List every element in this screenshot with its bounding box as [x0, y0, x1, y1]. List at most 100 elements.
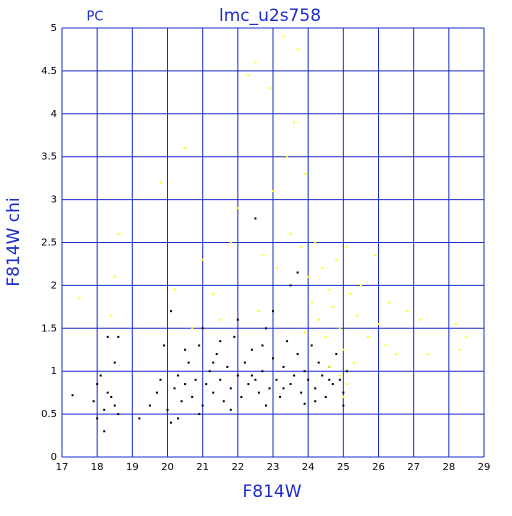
point: [229, 408, 232, 411]
point: [303, 172, 306, 175]
x-tick-label: 20: [161, 462, 174, 473]
point: [272, 190, 274, 193]
point: [233, 335, 236, 338]
y-tick-label: 1.5: [41, 323, 57, 334]
x-tick-label: 25: [337, 462, 350, 473]
y-tick-label: 0.5: [41, 409, 57, 420]
point: [173, 288, 176, 291]
y-axis-label: F814W chi: [4, 197, 24, 286]
point: [222, 400, 225, 403]
point: [465, 335, 468, 338]
point: [170, 421, 173, 424]
point: [103, 430, 106, 433]
point: [177, 417, 180, 420]
point: [113, 404, 116, 407]
point: [247, 383, 250, 386]
point: [328, 365, 331, 368]
point: [117, 232, 120, 235]
point: [338, 374, 341, 377]
point: [268, 387, 271, 390]
y-tick-label: 1: [51, 366, 57, 377]
point: [110, 395, 113, 398]
point: [279, 395, 282, 398]
point: [170, 310, 173, 313]
x-tick-label: 24: [302, 462, 315, 473]
point: [303, 402, 306, 405]
point: [201, 327, 204, 330]
y-tick-label: 5: [51, 23, 57, 34]
annotation: PC: [87, 10, 104, 25]
y-tick-label: 2.5: [41, 238, 57, 249]
point: [338, 378, 341, 381]
point: [250, 348, 253, 351]
point: [250, 374, 253, 377]
point: [92, 400, 95, 403]
point: [275, 378, 278, 381]
point: [384, 344, 387, 347]
x-tick-label: 26: [372, 462, 385, 473]
point: [454, 323, 457, 326]
point: [166, 408, 169, 411]
point: [198, 413, 201, 416]
point: [194, 378, 197, 381]
point: [247, 74, 250, 77]
point: [321, 374, 324, 377]
point: [338, 327, 341, 330]
x-tick-label: 29: [478, 462, 491, 473]
point: [264, 327, 267, 330]
point: [286, 340, 289, 343]
point: [236, 318, 239, 321]
point: [113, 275, 116, 278]
point: [307, 275, 310, 278]
point: [215, 353, 218, 356]
point: [184, 383, 187, 386]
point: [254, 217, 257, 220]
point: [106, 335, 109, 338]
point: [289, 232, 292, 235]
point: [261, 344, 264, 347]
point: [419, 318, 422, 321]
point: [377, 323, 380, 326]
point: [103, 408, 106, 411]
point: [300, 391, 303, 394]
point: [324, 335, 327, 338]
point: [155, 391, 158, 394]
point: [275, 267, 278, 270]
x-axis-label: F814W: [242, 482, 301, 502]
point: [342, 348, 345, 351]
point: [307, 378, 310, 381]
point: [173, 387, 176, 390]
point: [198, 344, 201, 347]
point: [99, 374, 102, 377]
x-tick-label: 23: [267, 462, 280, 473]
point: [229, 387, 232, 390]
point: [328, 288, 331, 291]
point: [293, 121, 296, 124]
point: [261, 254, 264, 257]
point: [317, 361, 320, 364]
point: [240, 395, 243, 398]
point: [310, 344, 313, 347]
point: [314, 387, 317, 390]
point: [303, 370, 306, 373]
point: [282, 35, 285, 38]
point: [212, 292, 215, 295]
point: [117, 335, 120, 338]
point: [335, 353, 338, 356]
point: [208, 370, 211, 373]
point: [219, 340, 222, 343]
point: [296, 48, 299, 51]
point: [229, 241, 232, 244]
point: [254, 378, 257, 381]
point: [296, 353, 299, 356]
point: [426, 353, 429, 356]
point: [219, 378, 222, 381]
point: [180, 400, 183, 403]
point: [286, 155, 289, 158]
point: [335, 258, 338, 261]
point: [317, 318, 320, 321]
point: [243, 361, 246, 364]
point: [257, 391, 260, 394]
point: [349, 292, 352, 295]
